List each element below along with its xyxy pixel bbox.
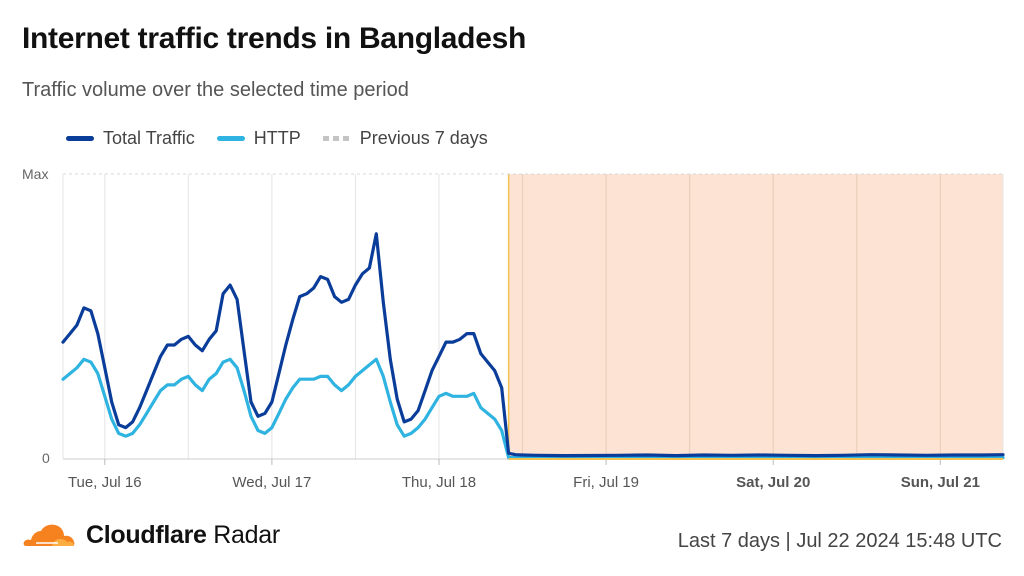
legend-item-http[interactable]: HTTP bbox=[216, 128, 301, 149]
y-tick-label: Max bbox=[22, 166, 48, 182]
brand-name-bold: Cloudflare bbox=[86, 520, 207, 549]
series-line-http bbox=[61, 357, 1005, 460]
x-tick-label: Sat, Jul 20 bbox=[736, 474, 810, 491]
legend-label-previous-7-days: Previous 7 days bbox=[359, 128, 488, 148]
series-line-total-traffic bbox=[61, 232, 1005, 458]
x-tick-label: Thu, Jul 18 bbox=[402, 474, 476, 491]
legend-item-previous-7-days[interactable]: Previous 7 days bbox=[322, 128, 488, 149]
brand-name: Cloudflare Radar bbox=[86, 521, 280, 550]
legend-swatch-http bbox=[216, 136, 245, 141]
brand: Cloudflare Radar bbox=[22, 520, 280, 550]
legend-item-total-traffic[interactable]: Total Traffic bbox=[66, 128, 195, 149]
page-subtitle: Traffic volume over the selected time pe… bbox=[22, 79, 409, 101]
legend-label-http: HTTP bbox=[253, 128, 301, 148]
y-tick-label: 0 bbox=[42, 450, 50, 466]
x-tick-label: Sun, Jul 21 bbox=[901, 474, 980, 491]
x-tick-label: Fri, Jul 19 bbox=[573, 474, 639, 491]
highlight-region bbox=[508, 174, 1003, 459]
brand-name-rest: Radar bbox=[206, 520, 280, 549]
legend-label-total-traffic: Total Traffic bbox=[103, 128, 195, 148]
page-title: Internet traffic trends in Bangladesh bbox=[22, 22, 526, 55]
x-tick-label: Tue, Jul 16 bbox=[68, 474, 142, 491]
cloudflare-logo-icon bbox=[23, 524, 75, 546]
legend-swatch-previous-7-days bbox=[322, 136, 351, 141]
legend-swatch-total-traffic bbox=[66, 136, 94, 141]
chart-legend: Total Traffic HTTP Previous 7 days bbox=[66, 128, 510, 149]
time-range-label: Last 7 days | Jul 22 2024 15:48 UTC bbox=[677, 530, 1002, 552]
x-tick-label: Wed, Jul 17 bbox=[232, 474, 311, 491]
